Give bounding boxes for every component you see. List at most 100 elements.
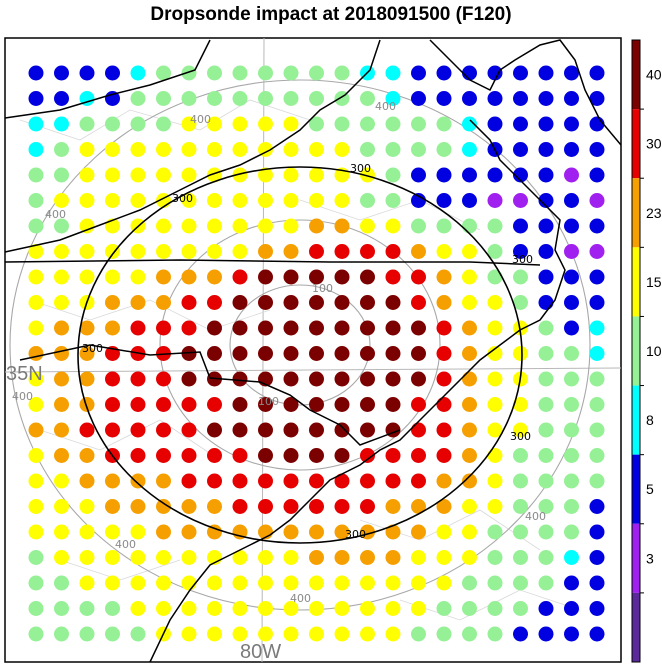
impact-dot bbox=[181, 371, 197, 387]
impact-dot bbox=[334, 116, 350, 132]
impact-dot bbox=[130, 448, 146, 463]
impact-dot bbox=[105, 524, 120, 540]
contour-label: 400 bbox=[115, 538, 136, 551]
impact-dot bbox=[28, 244, 44, 259]
impact-dot bbox=[462, 116, 477, 132]
impact-dot bbox=[360, 244, 375, 259]
impact-dot bbox=[538, 601, 554, 616]
impact-dot bbox=[462, 397, 477, 412]
impact-dot bbox=[181, 218, 197, 234]
impact-dot bbox=[360, 218, 375, 234]
impact-dot bbox=[309, 550, 324, 565]
impact-dot bbox=[564, 371, 579, 387]
impact-dot bbox=[105, 550, 120, 565]
impact-dot bbox=[564, 601, 579, 616]
impact-dot bbox=[258, 422, 273, 438]
impact-dot bbox=[156, 320, 171, 336]
impact-dot bbox=[334, 575, 350, 591]
impact-dot bbox=[156, 550, 171, 565]
impact-dot bbox=[130, 371, 146, 387]
impact-dot bbox=[54, 626, 69, 642]
impact-dot bbox=[564, 346, 579, 361]
impact-dot bbox=[589, 116, 605, 132]
impact-dot bbox=[462, 91, 477, 106]
impact-dot bbox=[156, 448, 171, 463]
impact-dot bbox=[564, 473, 579, 489]
impact-dot bbox=[462, 193, 477, 208]
impact-dot bbox=[411, 601, 426, 616]
impact-dot bbox=[589, 142, 605, 157]
impact-dot bbox=[436, 65, 452, 81]
impact-dot bbox=[283, 193, 299, 208]
impact-dot bbox=[309, 499, 324, 514]
impact-dot bbox=[130, 550, 146, 565]
impact-dot bbox=[411, 269, 426, 285]
impact-dot bbox=[385, 116, 401, 132]
contour-label: 400 bbox=[375, 100, 396, 113]
impact-dot bbox=[487, 371, 503, 387]
impact-dot bbox=[309, 244, 324, 259]
impact-dot bbox=[28, 626, 44, 642]
impact-dot bbox=[589, 473, 605, 489]
impact-dot bbox=[28, 524, 44, 540]
impact-dot bbox=[436, 320, 452, 336]
impact-dot bbox=[564, 524, 579, 540]
impact-dot bbox=[487, 448, 503, 463]
impact-dot bbox=[436, 116, 452, 132]
impact-dot bbox=[538, 218, 554, 234]
impact-dot bbox=[283, 550, 299, 565]
impact-dot bbox=[513, 422, 528, 438]
impact-dot bbox=[589, 91, 605, 106]
impact-dot bbox=[54, 320, 69, 336]
impact-dot bbox=[156, 65, 171, 81]
impact-dot bbox=[360, 346, 375, 361]
impact-dot bbox=[564, 295, 579, 310]
impact-dot bbox=[360, 499, 375, 514]
impact-dot bbox=[181, 397, 197, 412]
impact-dot bbox=[513, 397, 528, 412]
colorbar: 40 30 23 15 10 8 5 3 bbox=[631, 39, 662, 663]
impact-dot bbox=[334, 346, 350, 361]
impact-dot bbox=[258, 193, 273, 208]
impact-dot bbox=[258, 397, 273, 412]
impact-dot bbox=[513, 91, 528, 106]
colorbar-label: 15 bbox=[646, 274, 662, 290]
impact-dot bbox=[462, 65, 477, 81]
impact-dot bbox=[28, 91, 44, 106]
impact-dot bbox=[283, 320, 299, 336]
impact-dot bbox=[309, 218, 324, 234]
impact-dot bbox=[334, 473, 350, 489]
impact-dot bbox=[207, 346, 222, 361]
impact-dot bbox=[309, 91, 324, 106]
impact-dot bbox=[334, 218, 350, 234]
impact-dot bbox=[258, 550, 273, 565]
impact-dot bbox=[462, 601, 477, 616]
impact-dot bbox=[156, 422, 171, 438]
impact-dot bbox=[487, 116, 503, 132]
impact-dot bbox=[130, 193, 146, 208]
impact-dot bbox=[28, 448, 44, 463]
impact-dot bbox=[283, 167, 299, 183]
impact-dot bbox=[564, 397, 579, 412]
impact-dot bbox=[207, 626, 222, 642]
impact-dot bbox=[589, 397, 605, 412]
impact-dot bbox=[156, 91, 171, 106]
impact-dot bbox=[334, 371, 350, 387]
colorbar-segment bbox=[632, 178, 640, 248]
impact-dot bbox=[156, 167, 171, 183]
impact-dot bbox=[283, 295, 299, 310]
impact-dot bbox=[207, 422, 222, 438]
impact-dot bbox=[589, 448, 605, 463]
impact-dot bbox=[79, 193, 95, 208]
impact-dot bbox=[232, 448, 248, 463]
impact-dot bbox=[462, 269, 477, 285]
contour-label: 300 bbox=[512, 253, 533, 266]
impact-dot bbox=[79, 524, 95, 540]
impact-dot bbox=[130, 295, 146, 310]
impact-dot bbox=[207, 320, 222, 336]
impact-dot bbox=[538, 65, 554, 81]
impact-dot bbox=[385, 448, 401, 463]
impact-dot bbox=[79, 269, 95, 285]
impact-dot bbox=[156, 116, 171, 132]
